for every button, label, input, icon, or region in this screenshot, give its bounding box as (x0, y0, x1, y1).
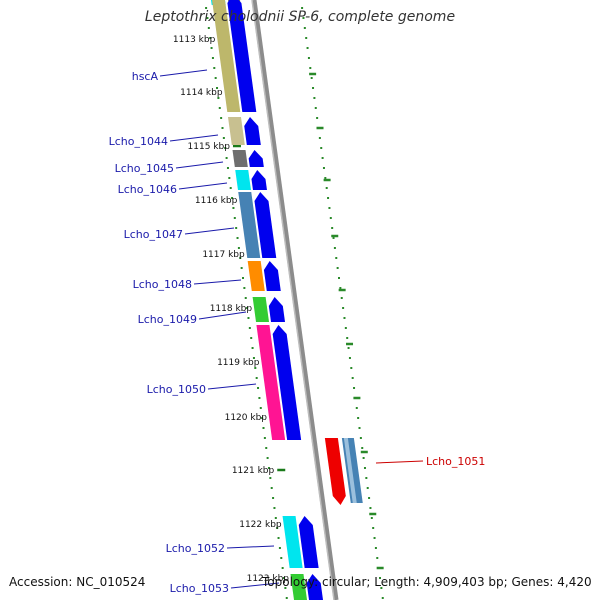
gene-color-band (256, 325, 286, 440)
backbone-highlight (251, 0, 335, 600)
cds-arrow-forward (254, 192, 277, 258)
ruler-tick-label: 1122 kbp (239, 520, 282, 530)
cds-arrow-forward (248, 150, 264, 167)
cds-arrow-reverse (324, 438, 346, 505)
gene-leader-line (230, 582, 280, 589)
gene-color-band (282, 516, 303, 568)
gene-leader-line (193, 279, 242, 285)
ruler-tick-label: 1117 kbp (202, 250, 245, 260)
gene-label: Lcho_1047 (124, 228, 183, 241)
gene-color-band (211, 0, 241, 112)
cds-arrow-forward (263, 261, 281, 291)
ruler-tick-label: 1120 kbp (225, 413, 268, 423)
gene-label: Lcho_1045 (115, 162, 174, 175)
gene-label: Lcho_1050 (147, 383, 206, 396)
gene-color-band (247, 261, 265, 291)
backbone-line (251, 0, 339, 600)
gene-color-band-shade (343, 438, 357, 503)
gene-label: Lcho_1048 (133, 278, 192, 291)
cds-arrow-forward (306, 574, 324, 600)
cds-arrow-forward (251, 170, 267, 190)
ruler-tick-label: 1115 kbp (188, 142, 231, 152)
ruler-tick-label: 1118 kbp (210, 304, 253, 314)
gene-leader-line (175, 161, 224, 169)
gene-label: Lcho_1049 (138, 313, 197, 326)
gene-label: Lcho_1046 (118, 183, 177, 196)
gene-color-band (235, 170, 251, 190)
gene-color-band (238, 192, 261, 258)
gene-leader-line (226, 545, 275, 549)
gene-color-band (290, 574, 308, 600)
gene-color-band (227, 117, 245, 145)
ruler-tick-label: 1114 kbp (180, 88, 223, 98)
cds-arrow-forward (244, 117, 261, 145)
gene-color-band (252, 297, 270, 322)
accession-text: Accession: NC_010524 (9, 575, 146, 589)
gene-leader-line (207, 383, 257, 390)
cds-arrow-forward (227, 0, 257, 112)
gene-label: hscA (132, 70, 159, 83)
gene-label: Lcho_1044 (109, 135, 168, 148)
ruler-tick-label: 1123 kbp (247, 574, 290, 584)
cds-arrow-forward (268, 297, 286, 322)
ruler-tick-label: 1121 kbp (232, 466, 275, 476)
gene-labels: hscA Lcho_1044 Lcho_1045 Lcho_1046 Lcho_1047… (109, 69, 485, 595)
gene-leader-line (178, 182, 228, 190)
cds-arrow-forward (272, 325, 302, 440)
ruler-tick-label: 1116 kbp (195, 196, 238, 206)
gene-label: Lcho_1052 (166, 542, 225, 555)
gene-leader-line (159, 69, 208, 77)
topology-text: Topology: circular; Length: 4,909,403 bp… (262, 575, 592, 589)
gene-color-band (232, 150, 248, 167)
dotted-rings (205, 7, 384, 599)
gene-leader-line (198, 311, 247, 320)
gene-leader-line (169, 134, 219, 142)
gene-leader-line (184, 227, 235, 235)
cds-arrow-forward (298, 516, 319, 568)
page-title: Leptothrix cholodnii SP-6, complete geno… (144, 9, 456, 25)
gene-label: Lcho_1053 (170, 582, 229, 595)
ruler-tick-label: 1119 kbp (217, 358, 260, 368)
gene-leader-line (375, 460, 424, 464)
gene-label: Lcho_1051 (426, 455, 485, 468)
ruler-tick-label: 1113 kbp (173, 35, 216, 45)
